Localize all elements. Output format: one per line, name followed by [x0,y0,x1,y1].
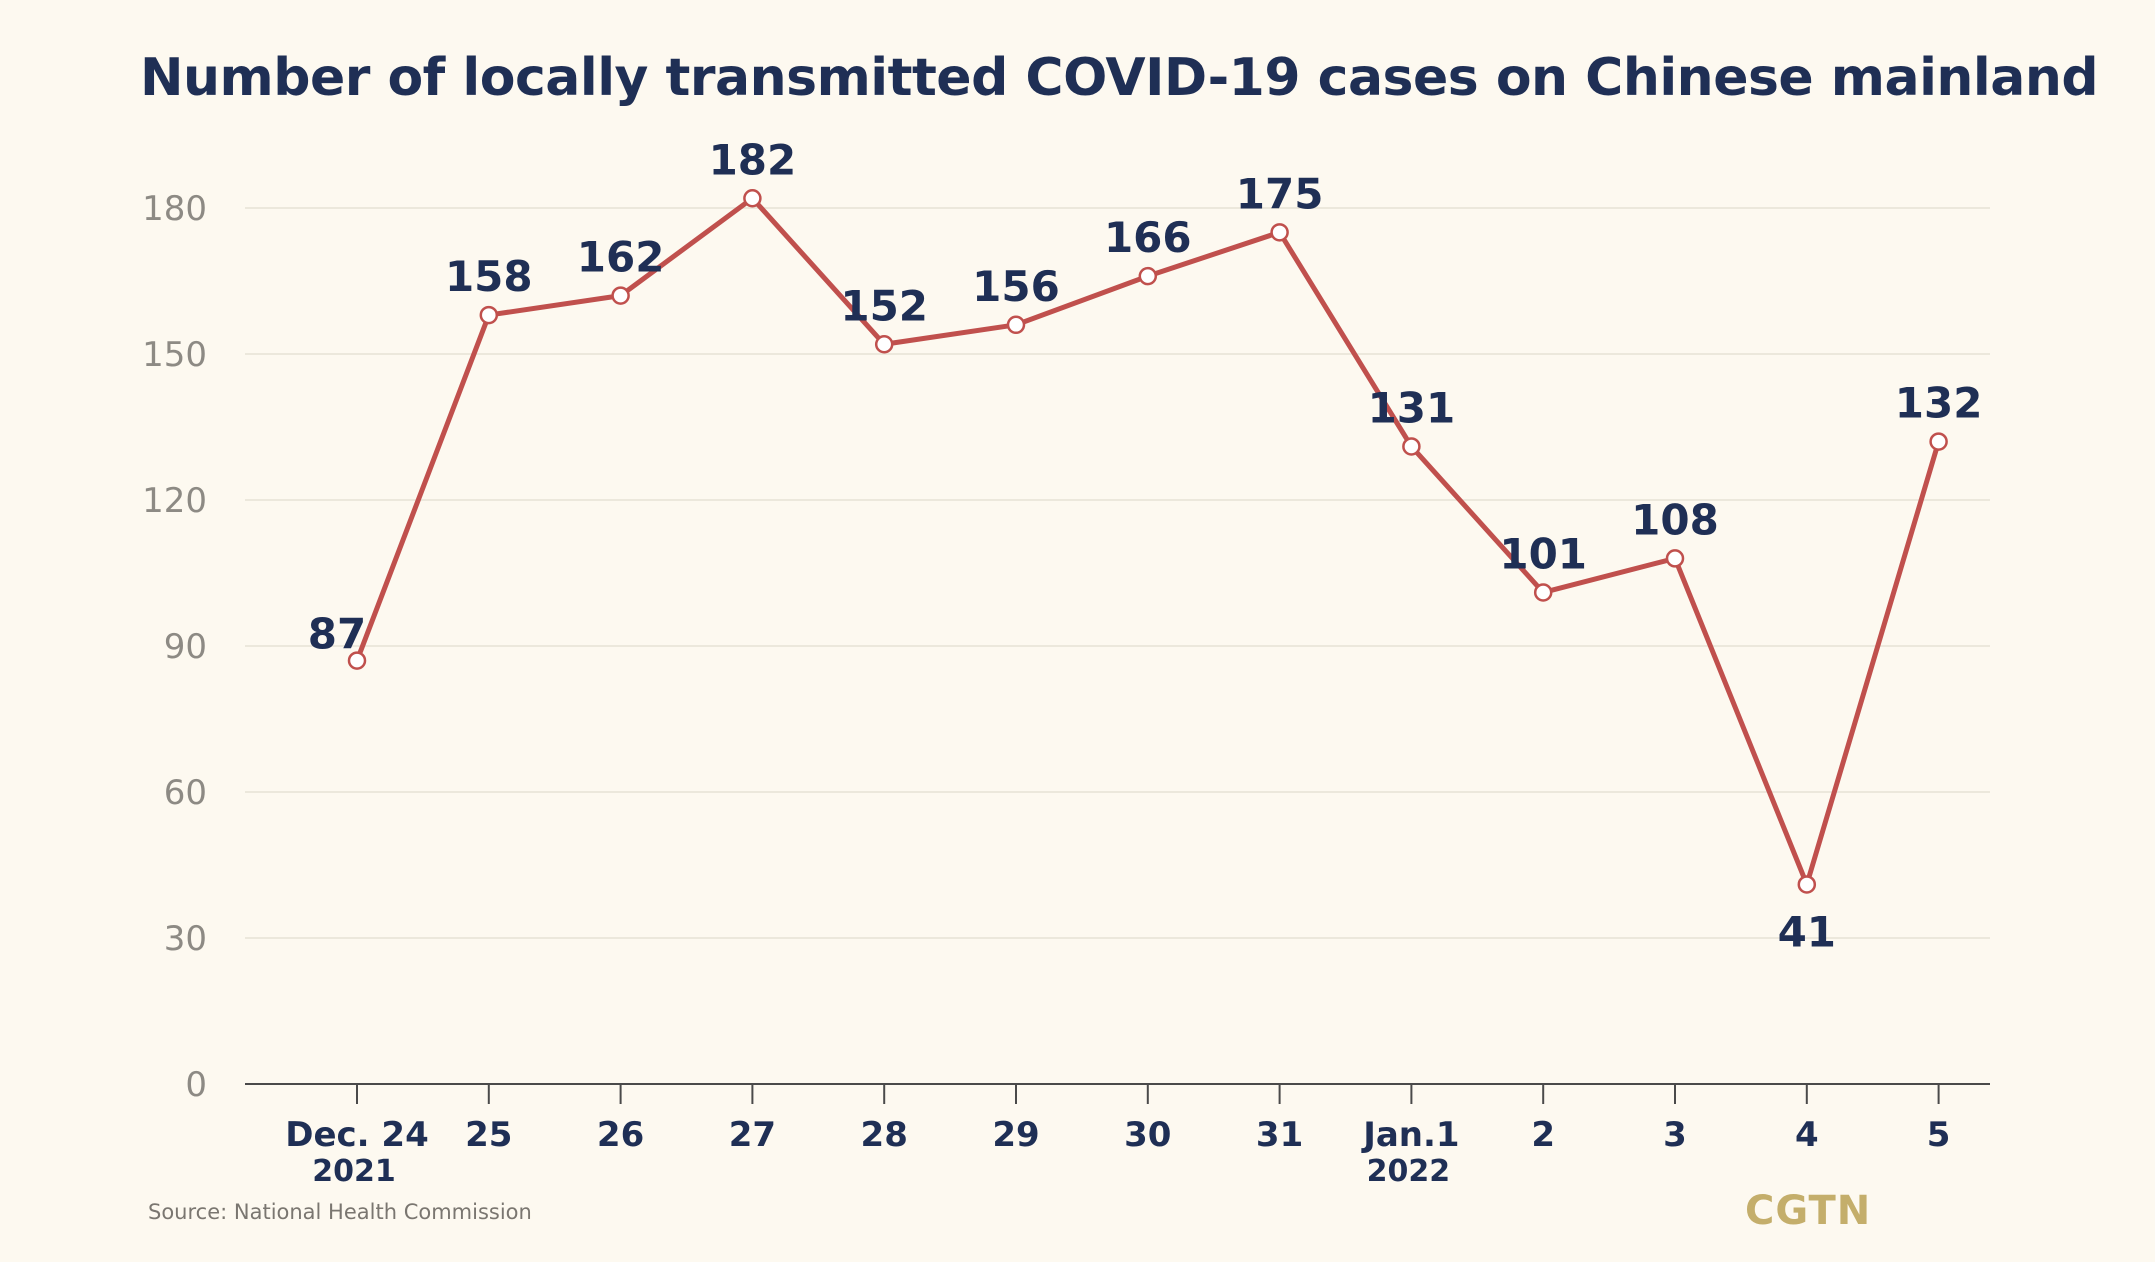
data-point [743,189,762,208]
y-tick-label: 180 [142,189,207,229]
data-label: 132 [1895,379,1983,428]
x-tick-label: 31 [1256,1115,1303,1155]
y-tick-label: 60 [164,773,207,813]
data-point [1533,583,1553,602]
data-label: 156 [972,262,1060,311]
x-tick-label: 25 [465,1115,512,1155]
y-tick-label: 150 [142,335,207,375]
data-label: 175 [1236,169,1324,218]
cgtn-logo: CGTN [1745,1188,1872,1234]
x-tick-label: Dec. 24 [285,1115,429,1155]
data-label: 108 [1631,495,1719,544]
y-tick-label: 0 [185,1065,207,1105]
x-tick-label: 29 [992,1115,1039,1155]
data-point [479,305,499,325]
x-tick-label: 2 [1531,1115,1555,1155]
x-tick-sublabel: 2021 [312,1154,396,1189]
data-label: 158 [445,252,533,301]
gridlines [245,207,1990,939]
data-label: 166 [1104,213,1192,262]
data-point [1402,437,1421,456]
x-tick-label: 5 [1927,1115,1951,1155]
x-tick-label: 3 [1663,1115,1687,1155]
data-point [1797,875,1817,894]
x-tick-label: Jan.1 [1361,1115,1459,1155]
data-label: 182 [709,135,797,184]
x-tick-label: 26 [597,1115,644,1155]
data-label: 152 [840,281,928,330]
y-tick-label: 90 [164,627,207,667]
x-tick-sublabel: 2022 [1367,1154,1451,1189]
y-axis: 0 30 60 90 120 150 180 [142,189,207,1105]
source-note: Source: National Health Commission [148,1200,532,1224]
x-tick-label: 4 [1795,1115,1819,1155]
x-tick-label: 30 [1124,1115,1171,1155]
data-label: 41 [1778,907,1836,956]
y-tick-label: 30 [164,919,207,959]
chart-title: Number of locally transmitted COVID-19 c… [140,48,2099,108]
data-point [611,286,630,305]
data-point [1006,315,1026,335]
y-tick-label: 120 [142,481,207,521]
series-line [347,189,1948,894]
data-labels: 87 158 162 182 152 156 166 175 131 101 108 41 132 [308,135,1983,956]
data-label: 87 [308,610,366,659]
data-point [1929,432,1948,451]
x-tick-label: 28 [861,1115,908,1155]
data-point [1665,549,1685,568]
data-label: 162 [577,233,665,282]
data-point [347,651,367,670]
data-point [1138,266,1158,286]
data-point [1270,223,1289,242]
data-point [874,335,894,354]
data-label: 101 [1499,529,1587,578]
data-label: 131 [1368,383,1456,432]
x-tick-label: 27 [729,1115,776,1155]
